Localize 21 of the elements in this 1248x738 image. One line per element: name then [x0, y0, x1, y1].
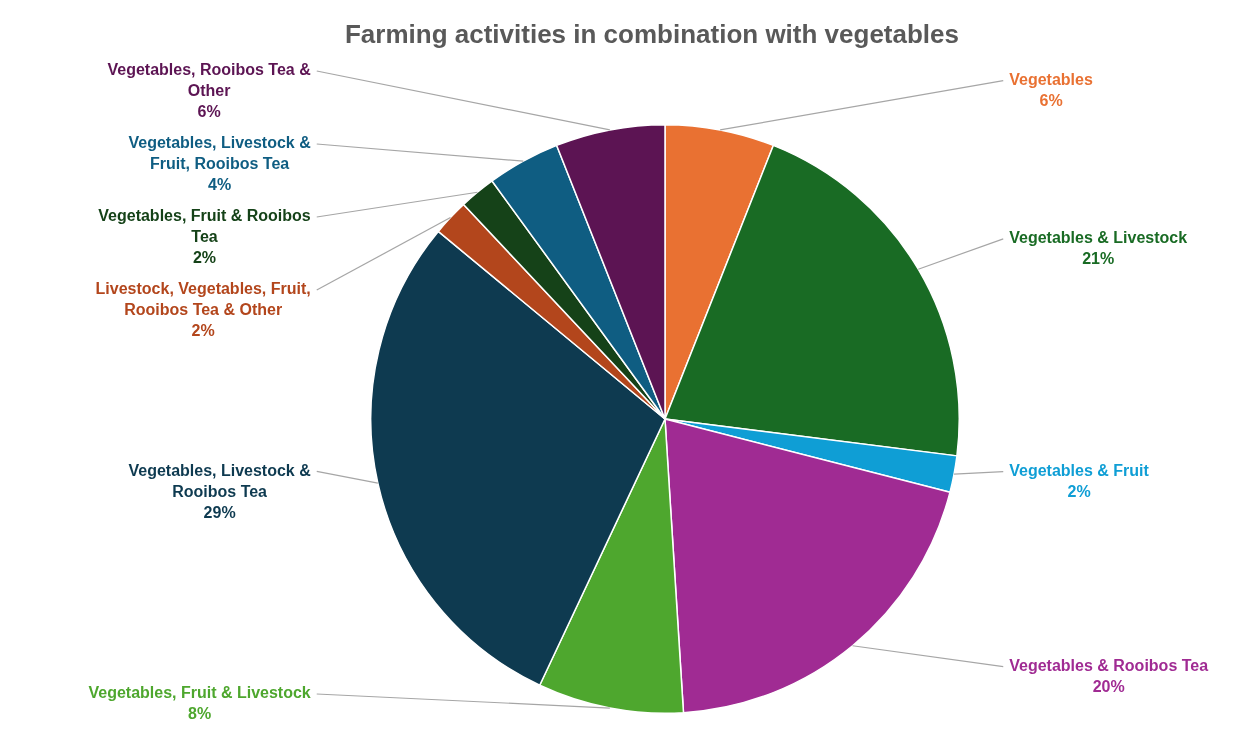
data-label: 21% — [1082, 250, 1115, 268]
slice-label: Vegetables, Livestock & Fruit, Rooibos Tea — [128, 134, 312, 173]
chart-title: Farming activities in combination with vegetables — [344, 19, 960, 50]
data-label: 6% — [197, 103, 221, 121]
data-label: 2% — [1067, 483, 1091, 501]
slice-label: Livestock, Vegetables, Fruit, Rooibos Tea & Other — [95, 280, 311, 319]
slice-label: Vegetables, Fruit & Livestock — [88, 684, 311, 702]
slice-label: Vegetables & Fruit — [1009, 462, 1150, 480]
data-label: 2% — [191, 322, 215, 340]
slice-label: Vegetables & Livestock — [1009, 229, 1188, 247]
data-label: 6% — [1039, 92, 1063, 110]
slice-label: Vegetables — [1009, 71, 1093, 89]
slice-label: Vegetables & Rooibos Tea — [1009, 656, 1209, 674]
data-label: 8% — [188, 705, 212, 723]
data-label: 20% — [1092, 677, 1125, 695]
data-label: 4% — [208, 176, 232, 194]
slice-label: Vegetables, Fruit & Rooibos Tea — [98, 207, 311, 246]
data-label: 2% — [192, 249, 217, 267]
data-label: 29% — [203, 503, 236, 521]
slice-label: Vegetables, Livestock & Rooibos Tea — [128, 461, 312, 500]
slice-label: Vegetables, Rooibos Tea & Other — [107, 61, 312, 100]
